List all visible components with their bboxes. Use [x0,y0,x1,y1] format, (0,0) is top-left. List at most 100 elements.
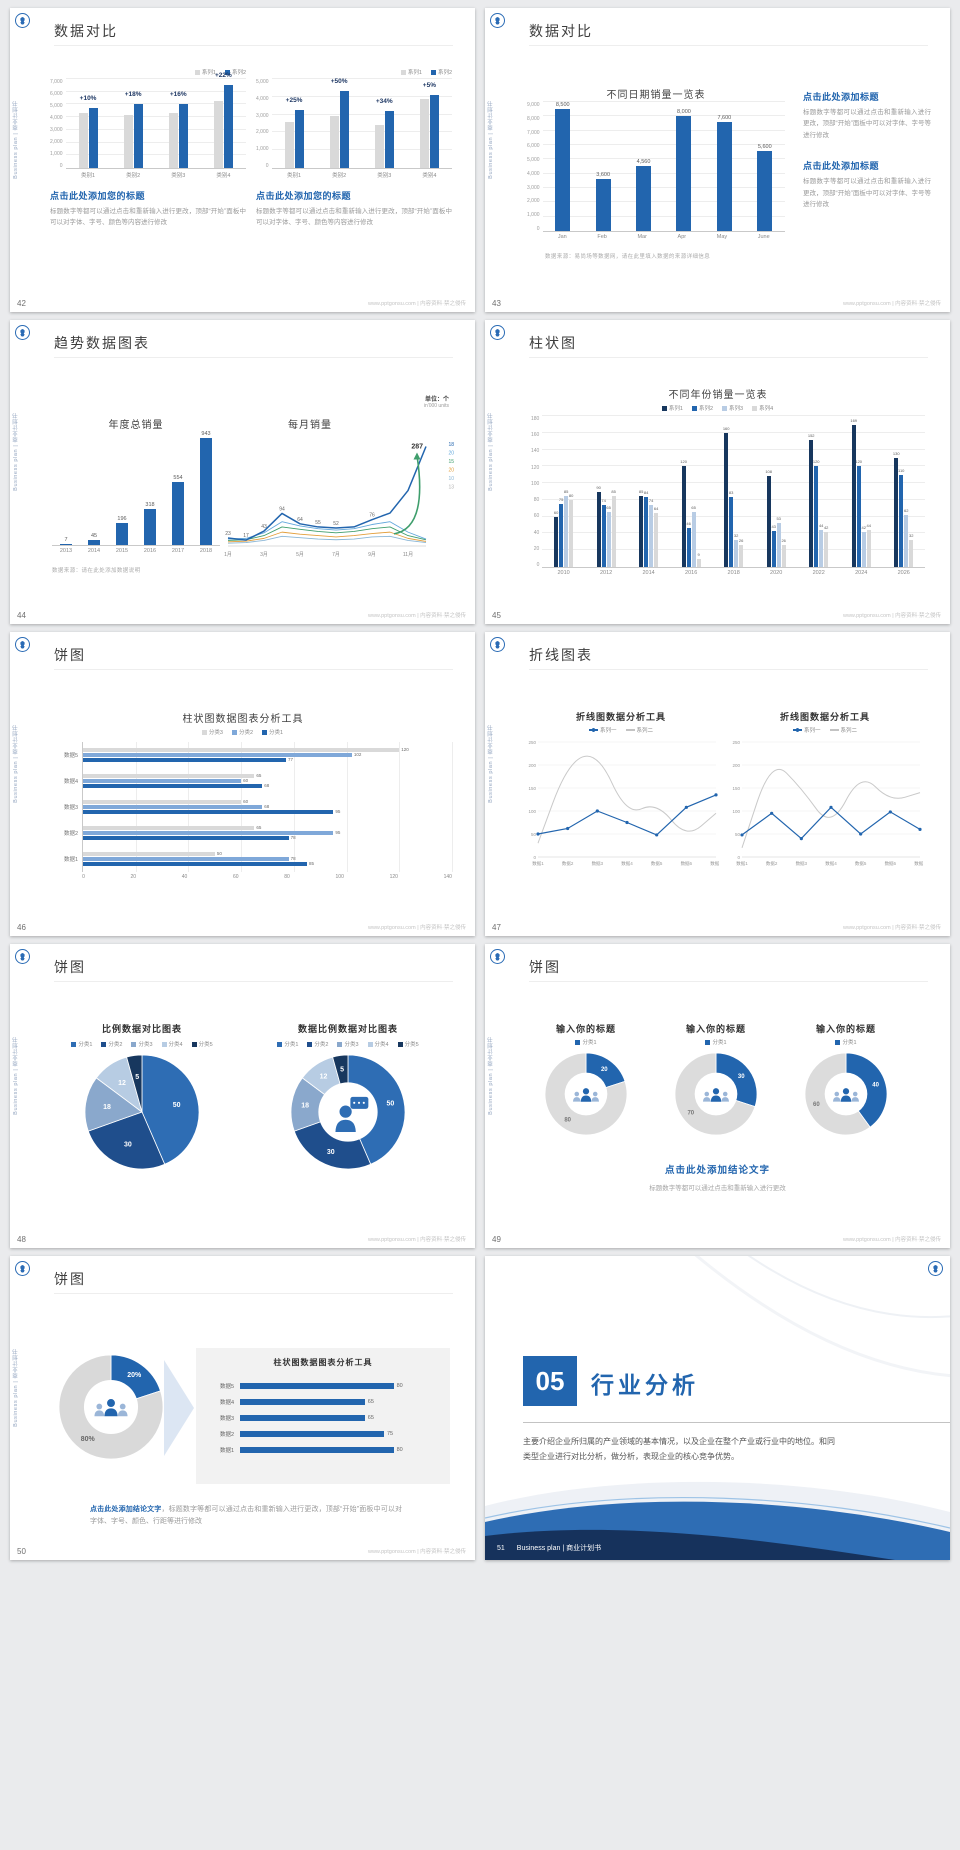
lg-tx: 系列1 [407,70,422,76]
logo-icon [490,637,505,652]
lg-tx: 分类3 [208,730,223,736]
lg-sw [71,1041,77,1047]
vb-bar [329,116,339,168]
vb-group: 160 83 32 26 [723,416,743,567]
page-title: 趋势数据图表 [54,335,150,351]
vb-yt: 5,000 [527,157,540,164]
vb-xlab: 2014 [87,548,101,554]
sb-bar [240,1399,365,1405]
vb-bar: 46 [686,521,691,567]
footer-text: www.pptgonsu.com | 内容资料·禁之侵传 [367,301,466,307]
chart-title: 年度总销量 [108,420,164,431]
multi-series-bar-chart: 180 160 140 120 100 80 60 40 20 0 60 75 85 80 90 74 65 85… [531,415,925,578]
slide-side-label: Business plan | 商业计划书 [13,1036,19,1115]
page-number: 44 [17,611,26,620]
hb-xt: 80 [284,874,290,880]
text: 11月 [403,552,413,558]
vb-blab: 90 [596,484,601,490]
donut-title: 输入你的标题 [815,1024,876,1034]
vb-grid [542,515,925,517]
logo-icon [15,949,30,964]
vb-blab: 554 [173,475,183,482]
text-blocks: 点击此处添加标题 标题数字等都可以通过点击和重新输入进行更改，顶部“开始”面板中… [803,90,931,210]
text: 5 [135,1074,139,1081]
vb-grid [542,187,785,188]
vb-yt: 40 [533,529,540,536]
slide-47[interactable]: Business plan | 商业计划书 折线图表 折线图数据分析工具 系列一… [485,632,950,936]
slide-43[interactable]: Business plan | 商业计划书 数据对比 不同日期销量一览表 9,0… [485,8,950,312]
donut-title: 输入你的标题 [555,1024,616,1034]
page-number: 42 [17,299,26,308]
hb-vl: 50 [216,851,222,856]
hb-row: 65 95 78 [83,825,452,840]
path [126,1054,143,1113]
hb-vl: 120 [401,747,409,752]
vb-top: 7 45 196 318 554 943 2013 2014 2015 2016 2017 2018 [52,431,220,556]
sb-row: 数据5 80 [208,1382,432,1390]
hb-xticks: 0 20 40 60 80 100 120 140 [82,872,452,884]
vb-groups: 8,500 3,600 4,560 8,000 7,600 5,600 [543,102,785,231]
text: 20 [448,468,454,474]
text: 200 [732,763,740,768]
page-number: 45 [492,611,501,620]
vb-glab: +34% [375,98,393,106]
logo-icon [490,949,505,964]
vb-yt: 0 [59,163,63,169]
slide-50[interactable]: Business plan | 商业计划书 饼图 20% 80% 柱状图数据图表分… [10,1256,475,1560]
slide-44[interactable]: Business plan | 商业计划书 趋势数据图表 年度总销量 7 45 19… [10,320,475,624]
title-rule [529,669,928,670]
slide-side-label: Business plan | 商业计划书 [488,100,494,179]
vb-xlabels: Jan Feb Mar Apr May June [543,232,785,242]
vb-groups: 7 45 196 318 554 943 [52,431,220,545]
hb-bar: 120 [83,747,409,752]
slide-49[interactable]: Business plan | 商业计划书 饼图 输入你的标题 分类1 20 80… [485,944,950,1248]
circle [799,837,803,841]
circle [566,826,570,831]
grouped-bar-chart: 5,000 4,000 3,000 2,000 1,000 0 +25% +50% +34% +5… [256,78,452,179]
lg-item: 分类1 [835,1038,857,1046]
block-body: 标题数字等都可以通过点击和重新输入进行更改，顶部“开始”面板中可以对字体、字号等… [803,109,931,139]
vb-group: +22% [213,72,233,168]
hb-vl: 77 [287,757,293,762]
text: 30 [124,1142,132,1149]
svg: 20% 80% [58,1354,164,1460]
chart-legend: 分类3 分类2 分类1 [10,728,475,736]
vb-group: +16% [168,79,188,168]
hb-bar: 60 [83,778,248,783]
hb-vl: 78 [290,835,296,840]
vb-xlab: 2022 [812,570,825,576]
vb-bar [339,90,349,168]
slide-48[interactable]: Business plan | 商业计划书 饼图 比例数据对比图表 分类1 分类2… [10,944,475,1248]
path [393,455,421,535]
slide-51[interactable]: 05 行业分析 主要介绍企业所归属的产业领域的基本情况，以及企业在整个产业或行业… [485,1256,950,1560]
page-title: 数据对比 [529,23,593,39]
hb-xt: 40 [181,874,188,880]
hb-bar: 68 [83,804,269,809]
hb-vl: 102 [353,752,362,757]
slide-46[interactable]: Business plan | 商业计划书 饼图 柱状图数据图表分析工具 分类3… [10,632,475,936]
vb-grid [542,498,925,500]
lg-sw [835,1039,841,1045]
lg-sw [337,1041,343,1047]
slide-42[interactable]: Business plan | 商业计划书 数据对比 系列1 系列2 7,000 6… [10,8,475,312]
footer-text: www.pptgonsu.com | 内容资料·禁之侵传 [367,925,466,931]
vb-grid [65,128,246,130]
page-number: 47 [492,923,501,932]
vb-yt: 2,000 [527,198,540,205]
text: 43 [261,524,267,530]
vb-group: 7,600 [716,102,732,231]
vb-xlabels: 类别1 类别2 类别3 类别4 [272,169,452,179]
lg-item: 系列2 [224,68,246,76]
vb-grid [542,201,785,203]
vb-yt: 140 [531,448,540,455]
vb-bar: 3,600 [595,172,611,231]
text: 30 [738,1074,745,1080]
slide-45[interactable]: Business plan | 商业计划书 柱状图 不同年份销量一览表 系列1 系… [485,320,950,624]
analysis-panel: 柱状图数据图表分析工具 数据5 80 数据4 65 数据3 65 数据2 75 数据1 80 [196,1348,450,1484]
vb-bar: 943 [200,431,212,545]
vb-yt: 2,000 [50,139,63,145]
polyline [227,446,427,541]
circle [684,805,688,809]
text: 数据6 [681,860,693,867]
hb-vl: 95 [335,809,341,814]
